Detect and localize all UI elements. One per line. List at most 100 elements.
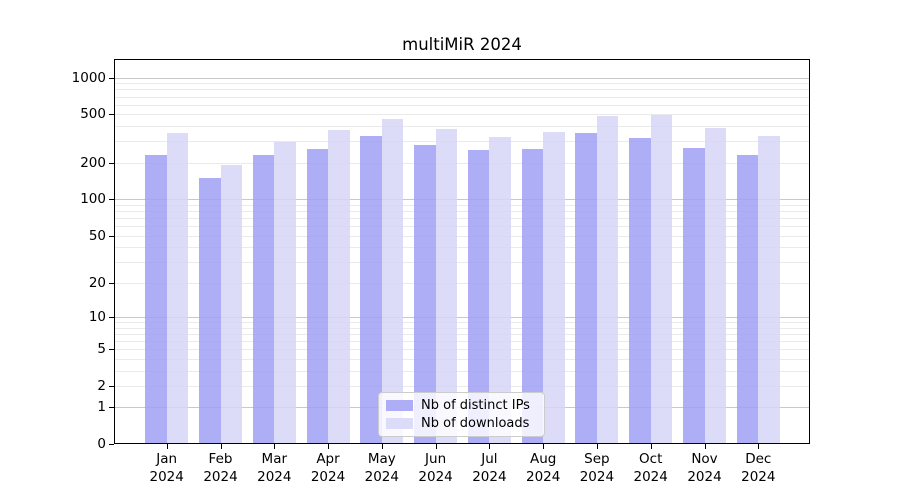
x-tick-mark bbox=[274, 444, 276, 449]
gridline-minor bbox=[114, 89, 810, 91]
y-tick-label: 1 bbox=[97, 399, 106, 416]
legend: Nb of distinct IPs Nb of downloads bbox=[378, 392, 545, 437]
legend-swatch-distinct-ips bbox=[386, 400, 413, 412]
bar-downloads bbox=[650, 115, 673, 444]
y-tick-mark bbox=[109, 282, 114, 284]
gridline-minor bbox=[114, 104, 810, 106]
bar-downloads bbox=[596, 116, 619, 444]
bar-downloads bbox=[328, 130, 350, 444]
x-tick-label: Jan 2024 bbox=[149, 451, 184, 485]
gridline-minor bbox=[114, 162, 810, 164]
gridline-major bbox=[114, 199, 810, 201]
y-tick-mark bbox=[109, 77, 114, 79]
legend-item-distinct-ips: Nb of distinct IPs bbox=[386, 398, 537, 413]
x-tick-label: Sep 2024 bbox=[579, 451, 615, 485]
bar-downloads bbox=[758, 136, 780, 444]
gridline-minor bbox=[114, 204, 810, 206]
x-tick-mark bbox=[220, 444, 222, 449]
y-tick-label: 1000 bbox=[71, 69, 106, 86]
bar-distinct-ips bbox=[306, 148, 328, 444]
y-tick-label: 5 bbox=[97, 341, 106, 357]
y-tick-mark bbox=[109, 444, 114, 445]
x-tick-label: Aug 2024 bbox=[526, 451, 561, 485]
gridline-minor bbox=[114, 349, 810, 350]
gridline-minor bbox=[114, 340, 810, 342]
gridline-minor bbox=[114, 247, 810, 248]
x-tick-mark bbox=[489, 444, 491, 449]
gridlines bbox=[114, 59, 810, 444]
y-tick-label: 500 bbox=[80, 106, 106, 123]
y-tick-label: 10 bbox=[88, 308, 106, 325]
y-tick-label: 0 bbox=[97, 436, 106, 452]
gridline-minor bbox=[114, 96, 810, 98]
gridline-major bbox=[114, 316, 810, 318]
legend-swatch-downloads bbox=[386, 417, 413, 429]
bar-distinct-ips bbox=[252, 155, 275, 444]
bar-downloads bbox=[704, 128, 726, 444]
bar-downloads bbox=[543, 132, 565, 444]
y-tick-mark bbox=[109, 162, 114, 164]
gridline-minor bbox=[114, 114, 810, 116]
x-tick-label: Mar 2024 bbox=[257, 451, 292, 485]
x-tick-label: Jul 2024 bbox=[472, 451, 507, 485]
bar-downloads bbox=[489, 136, 511, 444]
x-tick-mark bbox=[435, 444, 437, 449]
x-tick-label: Feb 2024 bbox=[203, 451, 238, 485]
x-tick-label: May 2024 bbox=[364, 451, 399, 485]
bar-downloads bbox=[435, 129, 458, 444]
y-tick-mark bbox=[109, 349, 114, 350]
x-tick-mark bbox=[704, 444, 706, 449]
gridline-minor bbox=[114, 83, 810, 85]
y-tick-label: 100 bbox=[80, 191, 106, 208]
bar-distinct-ips bbox=[683, 148, 705, 444]
x-tick-mark bbox=[166, 444, 168, 449]
gridline-minor bbox=[114, 370, 810, 372]
gridline-minor bbox=[114, 327, 810, 329]
y-tick-label: 2 bbox=[97, 377, 106, 394]
x-tick-label: Apr 2024 bbox=[310, 451, 346, 485]
gridline-minor bbox=[114, 358, 810, 360]
bar-distinct-ips bbox=[467, 150, 490, 444]
x-tick-mark bbox=[596, 444, 598, 449]
bar-distinct-ips bbox=[629, 137, 651, 444]
gridline-major bbox=[114, 77, 810, 79]
gridline-minor bbox=[114, 217, 810, 219]
bar-distinct-ips bbox=[199, 177, 221, 444]
gridline-minor bbox=[114, 226, 810, 227]
y-tick-label: 50 bbox=[88, 227, 106, 244]
bar-downloads bbox=[274, 142, 296, 444]
gridline-minor bbox=[114, 333, 810, 335]
x-tick-mark bbox=[381, 444, 383, 449]
legend-label-distinct-ips: Nb of distinct IPs bbox=[421, 398, 530, 414]
y-tick-mark bbox=[109, 235, 114, 237]
bar-distinct-ips bbox=[575, 132, 597, 444]
bar-downloads bbox=[166, 132, 189, 444]
x-tick-mark bbox=[758, 444, 760, 449]
x-tick-label: Oct 2024 bbox=[633, 451, 668, 485]
y-tick-mark bbox=[109, 114, 114, 116]
x-tick-label: Nov 2024 bbox=[687, 451, 722, 485]
bars bbox=[114, 59, 810, 444]
bar-distinct-ips bbox=[521, 148, 544, 444]
x-tick-mark bbox=[650, 444, 652, 449]
x-tick-mark bbox=[328, 444, 329, 449]
gridline-minor bbox=[114, 141, 810, 143]
chart-title: multiMiR 2024 bbox=[402, 35, 522, 54]
y-tick-label: 200 bbox=[80, 154, 106, 171]
y-tick-mark bbox=[109, 316, 114, 318]
x-tick-label: Dec 2024 bbox=[741, 451, 776, 485]
y-tick-label: 20 bbox=[88, 274, 106, 291]
legend-label-downloads: Nb of downloads bbox=[421, 415, 530, 431]
gridline-minor bbox=[114, 261, 810, 263]
bar-distinct-ips bbox=[736, 155, 759, 444]
gridline-minor bbox=[114, 321, 810, 323]
bar-distinct-ips bbox=[414, 145, 436, 444]
y-tick-mark bbox=[109, 199, 114, 201]
gridline-minor bbox=[114, 385, 810, 387]
x-tick-mark bbox=[543, 444, 545, 449]
gridline-minor bbox=[114, 210, 810, 212]
bar-downloads bbox=[220, 165, 242, 444]
plot-area bbox=[114, 59, 810, 444]
gridline-minor bbox=[114, 235, 810, 237]
y-tick-mark bbox=[109, 407, 114, 409]
